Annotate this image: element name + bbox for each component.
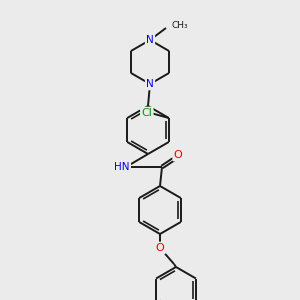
Text: N: N bbox=[146, 35, 154, 45]
Text: O: O bbox=[174, 150, 182, 160]
Text: Cl: Cl bbox=[141, 108, 152, 118]
Text: HN: HN bbox=[114, 162, 130, 172]
Text: O: O bbox=[156, 243, 164, 253]
Text: CH₃: CH₃ bbox=[171, 22, 188, 31]
Text: N: N bbox=[146, 79, 154, 89]
